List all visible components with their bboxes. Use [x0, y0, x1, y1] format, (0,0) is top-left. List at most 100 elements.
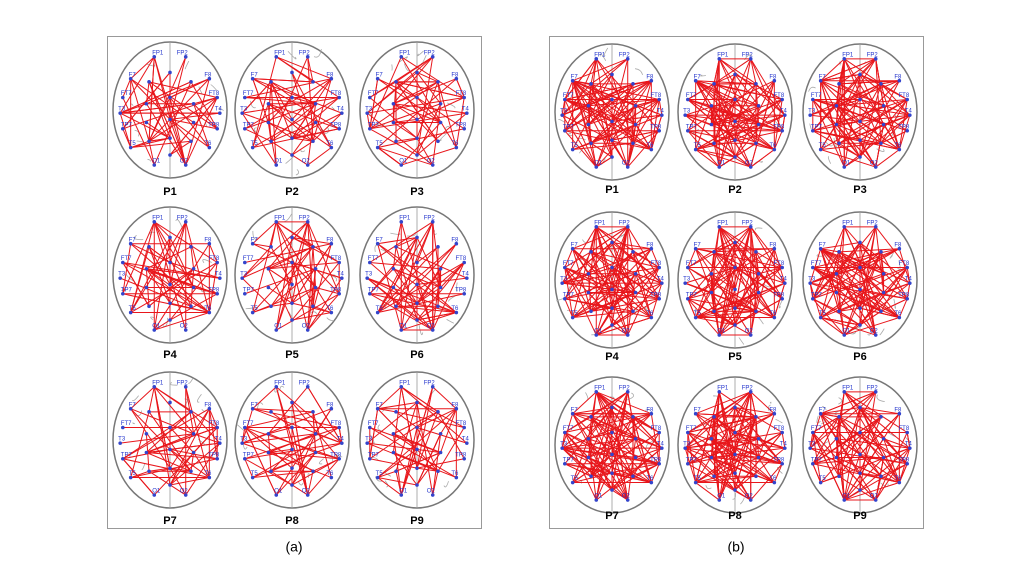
electrode-label: FP2	[742, 385, 754, 391]
connection	[836, 124, 900, 151]
electrode-label: TP7	[243, 122, 255, 128]
electrode-dot	[748, 165, 753, 169]
connection	[416, 262, 465, 304]
electrode-label: O1	[152, 324, 161, 330]
connection	[734, 432, 783, 491]
electrode-label: T5	[694, 143, 702, 149]
connection	[734, 226, 752, 309]
electrode-dot	[733, 155, 737, 159]
electrode-dot	[897, 480, 902, 485]
electrode-dot	[430, 220, 435, 224]
electrode-dot	[118, 276, 122, 280]
electrode-label: F7	[571, 407, 579, 413]
connection	[611, 114, 662, 122]
electrode-label: T6	[769, 311, 777, 317]
electrode-dot	[780, 128, 784, 133]
electrode-dot	[266, 266, 271, 271]
connection	[416, 243, 457, 304]
electrode-dot	[121, 425, 125, 430]
connection	[252, 78, 269, 123]
connection	[820, 80, 884, 125]
electrode-dot	[589, 309, 593, 314]
connection	[758, 438, 783, 465]
connection	[572, 248, 613, 290]
connection	[169, 221, 187, 285]
connection	[242, 433, 269, 444]
connection	[718, 226, 757, 253]
electrode-label: T4	[337, 437, 345, 443]
brain-gyrus	[131, 395, 139, 402]
electrode-label: T3	[240, 437, 248, 443]
electrode-label: T5	[571, 311, 579, 317]
electrode-dot	[693, 246, 698, 251]
connection	[307, 277, 343, 331]
electrode-dot	[686, 461, 690, 466]
electrode-dot	[563, 461, 567, 466]
electrode-label: FP2	[424, 215, 436, 221]
connection	[572, 80, 592, 144]
connection	[148, 246, 171, 304]
brain-gyrus	[133, 235, 144, 241]
connection	[810, 447, 908, 465]
electrode-dot	[754, 82, 758, 86]
electrode-dot	[290, 447, 294, 452]
connection	[588, 438, 636, 458]
electrode-label: O1	[717, 494, 726, 500]
electrode-dot	[128, 241, 133, 246]
connection	[392, 452, 418, 486]
electrode-label: T5	[251, 306, 259, 312]
electrode-dot	[818, 246, 823, 251]
connection	[809, 251, 882, 284]
electrode-label: F7	[251, 237, 259, 243]
brain-gyrus	[141, 463, 146, 471]
connection	[687, 298, 697, 318]
connection	[268, 122, 293, 139]
electrode-label: TP7	[121, 452, 133, 458]
electrode-dot	[394, 139, 398, 144]
electrode-dot	[144, 101, 149, 106]
electrode-dot	[881, 271, 886, 276]
connection	[193, 103, 218, 130]
electrode-dot	[709, 436, 714, 441]
connection	[416, 262, 465, 321]
electrode-dot	[243, 425, 247, 430]
connection	[734, 489, 752, 501]
connection	[695, 391, 751, 415]
electrode-dot	[415, 466, 419, 470]
electrode-label: T6	[451, 471, 459, 477]
connection	[270, 81, 277, 166]
electrode-label: FT7	[121, 256, 132, 262]
connection	[687, 432, 736, 491]
connection	[572, 80, 660, 100]
connection	[169, 262, 218, 321]
connection	[859, 242, 911, 284]
electrode-dot	[266, 431, 271, 436]
electrode-dot	[897, 78, 902, 83]
electrode-dot	[144, 431, 149, 436]
electrode-dot	[430, 328, 435, 332]
connection	[268, 452, 340, 460]
connection	[650, 282, 663, 318]
connection	[146, 452, 192, 472]
connection	[685, 447, 759, 459]
electrode-dot	[754, 415, 758, 419]
electrode-dot	[191, 431, 196, 436]
connection	[590, 267, 613, 312]
electrode-dot	[290, 136, 294, 140]
connection	[773, 99, 783, 150]
connection	[122, 427, 171, 460]
electrode-dot	[147, 304, 151, 309]
connection	[315, 268, 340, 295]
electrode-label: FP1	[274, 380, 286, 386]
electrode-label: TP8	[650, 124, 662, 130]
electrode-dot	[207, 76, 212, 81]
connection	[307, 458, 340, 496]
electrode-dot	[563, 265, 567, 270]
connection	[635, 438, 652, 483]
electrode-dot	[712, 82, 716, 86]
connection	[687, 248, 697, 268]
electrode-dot	[147, 139, 151, 144]
connection	[244, 243, 332, 263]
connection	[572, 226, 597, 318]
electrode-dot	[657, 128, 661, 133]
